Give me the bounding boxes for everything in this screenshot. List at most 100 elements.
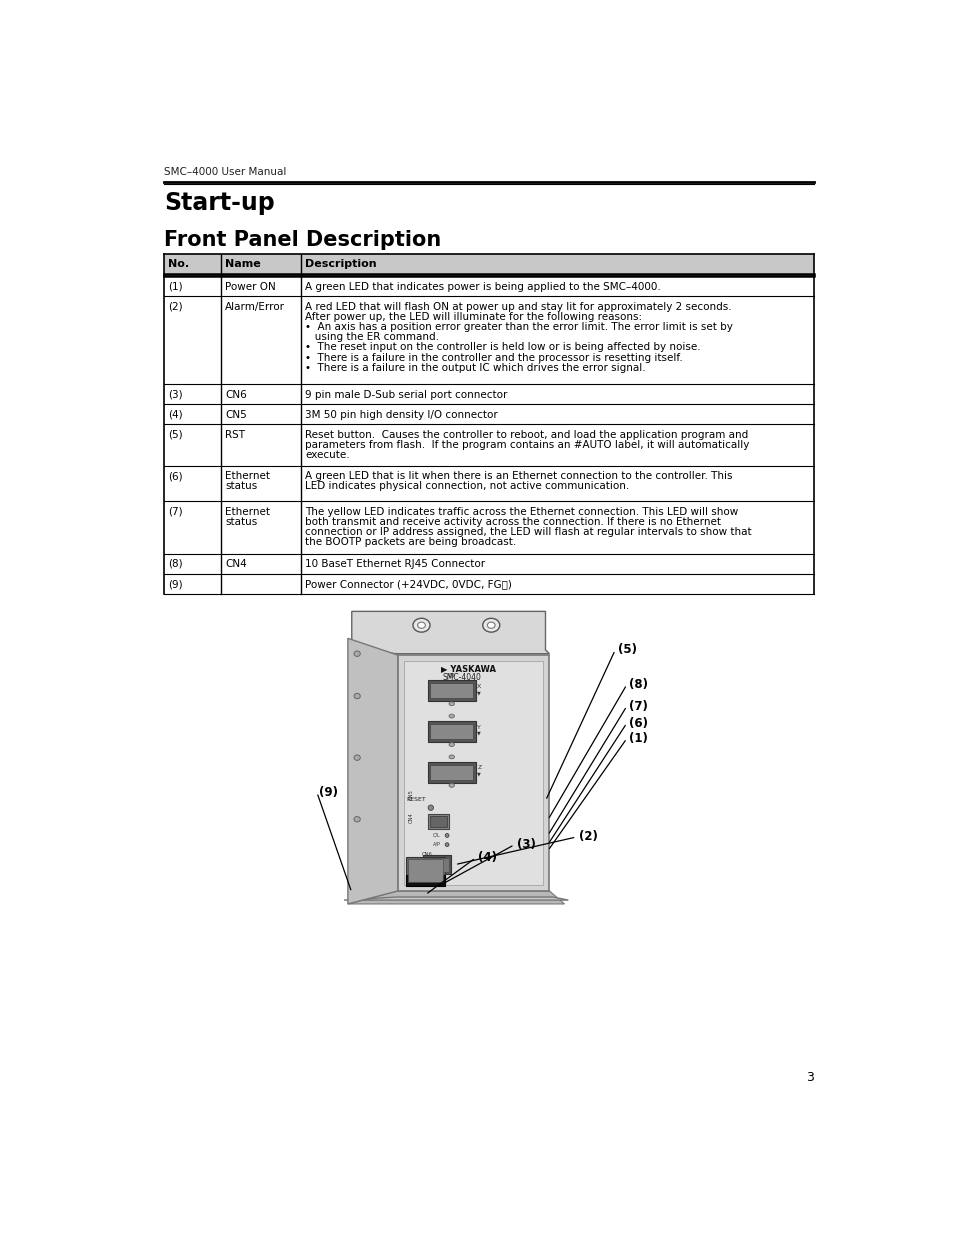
- Text: status: status: [225, 516, 257, 527]
- Bar: [430, 764, 473, 781]
- Bar: [427, 721, 476, 742]
- Text: ▼: ▼: [476, 772, 480, 777]
- Ellipse shape: [449, 742, 454, 746]
- Text: Ethernet: Ethernet: [225, 506, 270, 516]
- Text: X: X: [476, 684, 481, 689]
- Text: Name: Name: [225, 259, 261, 269]
- Text: (4): (4): [168, 410, 183, 420]
- Text: LED indicates physical connection, not active communication.: LED indicates physical connection, not a…: [305, 482, 629, 492]
- Polygon shape: [352, 611, 549, 653]
- Text: ▶ YASKAWA: ▶ YASKAWA: [440, 664, 496, 673]
- Text: (9): (9): [168, 579, 183, 589]
- Bar: [427, 680, 476, 701]
- Text: Y: Y: [476, 725, 480, 730]
- Bar: [430, 683, 473, 698]
- Ellipse shape: [445, 834, 449, 837]
- Polygon shape: [344, 897, 568, 900]
- Text: 3M 50 pin high density I/O connector: 3M 50 pin high density I/O connector: [305, 410, 497, 420]
- Bar: [430, 816, 447, 827]
- Text: •  An axis has a position error greater than the error limit. The error limit is: • An axis has a position error greater t…: [305, 322, 732, 332]
- Text: parameters from flash.  If the program contains an #AUTO label, it will automati: parameters from flash. If the program co…: [305, 440, 749, 450]
- Bar: [424, 858, 449, 872]
- Text: (7): (7): [629, 699, 647, 713]
- Ellipse shape: [449, 701, 454, 705]
- Text: Ethernet: Ethernet: [225, 472, 270, 482]
- Bar: [422, 856, 451, 874]
- Text: (2): (2): [578, 830, 598, 844]
- Text: 9 pin male D-Sub serial port connector: 9 pin male D-Sub serial port connector: [305, 389, 507, 400]
- Polygon shape: [348, 890, 564, 904]
- Bar: [427, 762, 476, 783]
- Text: (1): (1): [629, 732, 647, 745]
- Text: CN6: CN6: [225, 389, 247, 400]
- Text: (7): (7): [168, 506, 183, 516]
- Text: RESET: RESET: [406, 797, 425, 802]
- Text: SMC-4040: SMC-4040: [442, 673, 481, 682]
- Ellipse shape: [413, 619, 430, 632]
- Ellipse shape: [354, 755, 360, 761]
- Text: Reset button.  Causes the controller to reboot, and load the application program: Reset button. Causes the controller to r…: [305, 430, 748, 440]
- Text: using the ER command.: using the ER command.: [305, 332, 438, 342]
- Text: RST: RST: [225, 430, 245, 440]
- Ellipse shape: [354, 693, 360, 699]
- Ellipse shape: [487, 622, 495, 629]
- Polygon shape: [348, 638, 397, 904]
- Ellipse shape: [449, 755, 454, 758]
- Text: •  There is a failure in the output IC which drives the error signal.: • There is a failure in the output IC wh…: [305, 363, 645, 373]
- Text: A red LED that will flash ON at power up and stay lit for approximately 2 second: A red LED that will flash ON at power up…: [305, 301, 731, 311]
- Text: (8): (8): [168, 559, 183, 569]
- Ellipse shape: [445, 842, 449, 846]
- Text: (8): (8): [629, 678, 647, 692]
- Text: (3): (3): [517, 839, 536, 851]
- Text: SMC–4000 User Manual: SMC–4000 User Manual: [164, 167, 286, 177]
- Ellipse shape: [354, 816, 360, 823]
- Text: execute.: execute.: [305, 450, 350, 459]
- Ellipse shape: [482, 619, 499, 632]
- Text: status: status: [225, 482, 257, 492]
- Text: CN5: CN5: [408, 789, 413, 800]
- Text: Power ON: Power ON: [225, 282, 275, 291]
- Text: 3: 3: [805, 1071, 813, 1084]
- Text: •  The reset input on the controller is held low or is being affected by noise.: • The reset input on the controller is h…: [305, 342, 700, 352]
- Text: CN4: CN4: [225, 559, 247, 569]
- Ellipse shape: [354, 651, 360, 656]
- Ellipse shape: [449, 783, 454, 787]
- Bar: [164, 254, 813, 274]
- Text: Power Connector (+24VDC, 0VDC, FG⏚): Power Connector (+24VDC, 0VDC, FG⏚): [305, 579, 512, 589]
- Text: connection or IP address assigned, the LED will flash at regular intervals to sh: connection or IP address assigned, the L…: [305, 527, 751, 537]
- Text: (1): (1): [168, 282, 183, 291]
- Text: A green LED that is lit when there is an Ethernet connection to the controller. : A green LED that is lit when there is an…: [305, 472, 732, 482]
- Text: (6): (6): [629, 716, 647, 730]
- Bar: [406, 876, 444, 887]
- Text: (3): (3): [168, 389, 183, 400]
- Text: Description: Description: [305, 259, 376, 269]
- Text: No.: No.: [168, 259, 189, 269]
- Text: A green LED that indicates power is being applied to the SMC–4000.: A green LED that indicates power is bein…: [305, 282, 660, 291]
- Text: (5): (5): [168, 430, 183, 440]
- Text: Start-up: Start-up: [164, 191, 274, 215]
- Ellipse shape: [428, 805, 433, 810]
- Text: ▼: ▼: [476, 731, 480, 736]
- Text: (6): (6): [168, 472, 183, 482]
- Text: 10 BaseT Ethernet RJ45 Connector: 10 BaseT Ethernet RJ45 Connector: [305, 559, 485, 569]
- Ellipse shape: [449, 673, 454, 677]
- Text: CN5: CN5: [225, 410, 247, 420]
- Bar: [406, 857, 444, 884]
- Text: CN6: CN6: [421, 852, 432, 857]
- Text: Z: Z: [476, 766, 481, 771]
- Bar: [404, 662, 542, 884]
- Bar: [430, 724, 473, 740]
- Text: A/P: A/P: [433, 841, 440, 846]
- Text: Front Panel Description: Front Panel Description: [164, 230, 441, 249]
- Text: C/L: C/L: [433, 832, 440, 837]
- Bar: [427, 814, 449, 829]
- Text: CN4: CN4: [408, 813, 413, 824]
- Text: The yellow LED indicates traffic across the Ethernet connection. This LED will s: The yellow LED indicates traffic across …: [305, 506, 738, 516]
- Bar: [397, 656, 549, 890]
- Text: (4): (4): [477, 851, 497, 864]
- Text: ▼: ▼: [476, 690, 480, 695]
- Text: After power up, the LED will illuminate for the following reasons:: After power up, the LED will illuminate …: [305, 312, 641, 322]
- Ellipse shape: [449, 714, 454, 718]
- Text: both transmit and receive activity across the connection. If there is no Etherne: both transmit and receive activity acros…: [305, 516, 720, 527]
- Ellipse shape: [417, 622, 425, 629]
